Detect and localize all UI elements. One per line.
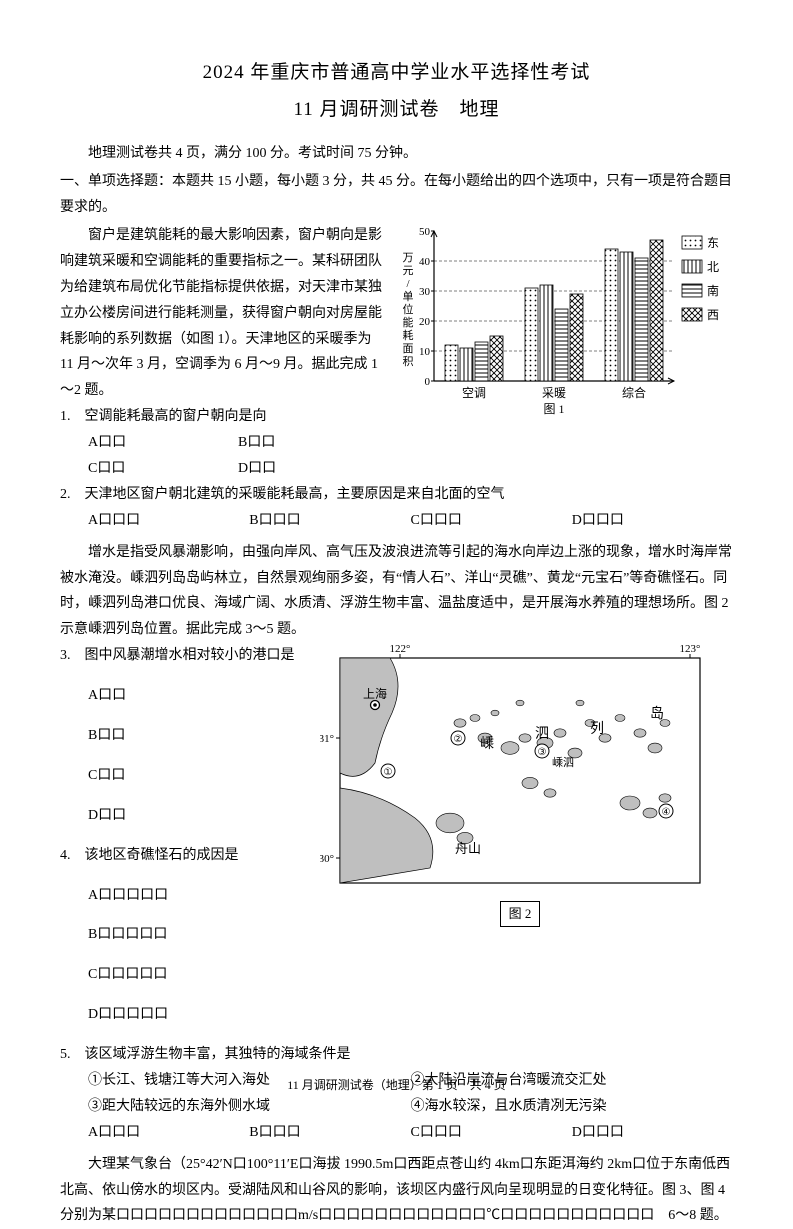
svg-text:40: 40 [419, 256, 431, 268]
passage1-left: 窗户是建筑能耗的最大影响因素，窗户朝向是影响建筑采暖和空调能耗的重要指标之一。某… [60, 223, 388, 482]
svg-text:10: 10 [419, 346, 431, 358]
q4-stem: 4. 该地区奇礁怪石的成因是 [60, 843, 310, 869]
section1-head: 一、单项选择题：本题共 15 小题，每小题 3 分，共 45 分。在每小题给出的… [60, 169, 733, 221]
svg-text:30: 30 [419, 286, 431, 298]
svg-text:嵊泗: 嵊泗 [552, 756, 574, 769]
q3-opt-a: A口口 [88, 683, 310, 709]
q1-opt-b: B口口 [238, 430, 388, 456]
q5-opt-a: A口口口 [88, 1120, 249, 1146]
q2-opt-c: C口口口 [411, 508, 572, 534]
q1-opt-d: D口口 [238, 456, 388, 482]
q4-opt-a: A口口口口口 [88, 883, 310, 909]
exam-title-line1: 2024 年重庆市普通高中学业水平选择性考试 [60, 55, 733, 90]
svg-text:嵊: 嵊 [480, 736, 494, 752]
passage1-text: 窗户是建筑能耗的最大影响因素，窗户朝向是影响建筑采暖和空调能耗的重要指标之一。某… [60, 223, 388, 404]
q5-options: A口口口 B口口口 C口口口 D口口口 [88, 1120, 733, 1146]
svg-text:北: 北 [707, 260, 719, 274]
svg-text:20: 20 [419, 316, 431, 328]
svg-text:积: 积 [403, 355, 414, 368]
svg-text:面: 面 [403, 343, 414, 355]
q1-options-row1: A口口 B口口 [88, 430, 388, 456]
q3-opt-b: B口口 [88, 723, 310, 749]
q2-options: A口口口 B口口口 C口口口 D口口口 [88, 508, 733, 534]
svg-text:④: ④ [662, 807, 671, 818]
intro-text: 地理测试卷共 4 页，满分 100 分。考试时间 75 分钟。 [60, 141, 733, 167]
q5-choices-row2: ③距大陆较远的东海外侧水域 ④海水较深，且水质清冽无污染 [88, 1094, 733, 1120]
svg-text:东: 东 [707, 236, 719, 250]
svg-text:123°: 123° [680, 643, 701, 655]
svg-text:②: ② [454, 734, 463, 745]
q5-opt-c: C口口口 [411, 1120, 572, 1146]
passage2-text: 增水是指受风暴潮影响，由强向岸风、高气压及波浪进流等引起的海水向岸边上涨的现象，… [60, 540, 733, 644]
svg-text:泗: 泗 [535, 726, 549, 742]
q3-opt-c: C口口 [88, 763, 310, 789]
q2-opt-b: B口口口 [249, 508, 410, 534]
q2-opt-a: A口口口 [88, 508, 249, 534]
q1-opt-c: C口口 [88, 456, 238, 482]
svg-text:单: 单 [403, 290, 414, 303]
q5-opt-d: D口口口 [572, 1120, 733, 1146]
svg-text:位: 位 [403, 302, 414, 316]
q1-opt-a: A口口 [88, 430, 238, 456]
q1-stem: 1. 空调能耗最高的窗户朝向是向 [60, 404, 388, 430]
page-footer: 11 月调研测试卷（地理）第 1 页 共 4 页 [0, 1074, 793, 1096]
q4-opt-d: D口口口口口 [88, 1002, 310, 1028]
svg-text:50: 50 [419, 226, 431, 238]
svg-text:列: 列 [590, 721, 604, 737]
svg-text:图 1: 图 1 [543, 402, 564, 416]
figure2-label: 图 2 [500, 901, 541, 927]
svg-text:万: 万 [403, 252, 414, 264]
svg-text:/: / [406, 278, 410, 290]
svg-text:综合: 综合 [622, 385, 646, 400]
figure1-chart: 0 10 20 30 40 50 万元/单位能耗面积空调 采暖 综合 东北南西图 1 [398, 223, 733, 482]
svg-text:③: ③ [538, 747, 547, 758]
svg-text:31°: 31° [320, 733, 334, 745]
svg-text:南: 南 [707, 283, 719, 298]
q3-opt-d: D口口 [88, 803, 310, 829]
svg-text:采暖: 采暖 [542, 386, 566, 400]
svg-text:上海: 上海 [363, 686, 387, 701]
passage2-block: 3. 图中风暴潮增水相对较小的港口是 A口口 B口口 C口口 D口口 4. 该地… [60, 643, 733, 1042]
svg-text:元: 元 [403, 265, 414, 277]
passage3-text: 大理某气象台（25°42′N口100°11′E口海拔 1990.5m口西距点苍山… [60, 1152, 733, 1229]
svg-text:舟山: 舟山 [455, 841, 481, 856]
q4-opt-c: C口口口口口 [88, 962, 310, 988]
svg-text:耗: 耗 [403, 329, 414, 342]
svg-text:122°: 122° [390, 643, 411, 655]
q5-opt-b: B口口口 [249, 1120, 410, 1146]
svg-text:西: 西 [707, 308, 719, 322]
svg-text:能: 能 [403, 315, 414, 329]
q5-c3: ③距大陆较远的东海外侧水域 [88, 1094, 411, 1120]
q345-left: 3. 图中风暴潮增水相对较小的港口是 A口口 B口口 C口口 D口口 4. 该地… [60, 643, 310, 1042]
q1-options-row2: C口口 D口口 [88, 456, 388, 482]
figure2-map: 122°123°31°30°上海嵊泗列岛舟山嵊泗①②③④ 图 2 [320, 643, 720, 1042]
page: 2024 年重庆市普通高中学业水平选择性考试 11 月调研测试卷 地理 地理测试… [0, 0, 793, 1122]
svg-text:岛: 岛 [650, 706, 664, 722]
passage1-block: 窗户是建筑能耗的最大影响因素，窗户朝向是影响建筑采暖和空调能耗的重要指标之一。某… [60, 223, 733, 482]
svg-text:0: 0 [425, 376, 431, 388]
exam-title-line2: 11 月调研测试卷 地理 [60, 92, 733, 127]
q5-c4: ④海水较深，且水质清冽无污染 [411, 1094, 734, 1120]
svg-text:空调: 空调 [462, 386, 486, 400]
q2-stem: 2. 天津地区窗户朝北建筑的采暖能耗最高，主要原因是来自北面的空气 [60, 482, 733, 508]
q4-opt-b: B口口口口口 [88, 922, 310, 948]
q2-opt-d: D口口口 [572, 508, 733, 534]
q5-stem: 5. 该区域浮游生物丰富，其独特的海域条件是 [60, 1042, 733, 1068]
svg-text:30°: 30° [320, 853, 334, 865]
q3-stem: 3. 图中风暴潮增水相对较小的港口是 [60, 643, 310, 669]
svg-text:①: ① [384, 767, 393, 778]
